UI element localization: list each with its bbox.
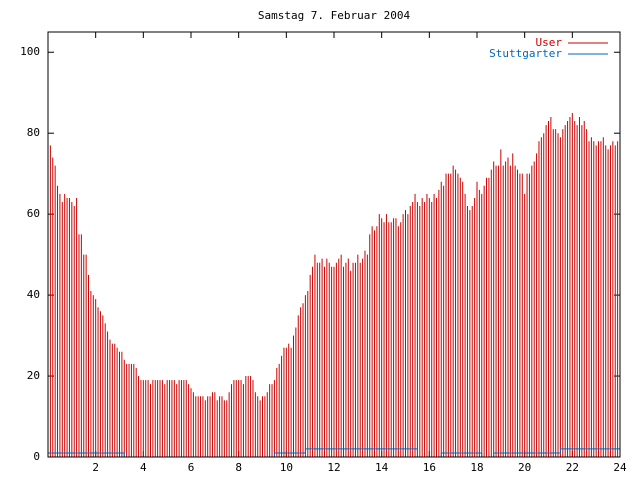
y-tick-label: 0 — [33, 450, 40, 463]
y-tick-label: 80 — [27, 126, 40, 139]
y-tick-label: 100 — [20, 45, 40, 58]
x-tick-label: 16 — [423, 461, 436, 474]
x-tick-label: 20 — [518, 461, 531, 474]
legend-label: User — [536, 36, 563, 49]
x-tick-label: 24 — [613, 461, 627, 474]
chart-title: Samstag 7. Februar 2004 — [258, 9, 411, 22]
x-tick-label: 6 — [188, 461, 195, 474]
x-tick-label: 10 — [280, 461, 293, 474]
x-tick-label: 2 — [92, 461, 99, 474]
x-tick-label: 4 — [140, 461, 147, 474]
x-tick-label: 14 — [375, 461, 389, 474]
x-tick-label: 22 — [566, 461, 579, 474]
legend-label: Stuttgarter — [489, 47, 562, 60]
y-tick-label: 40 — [27, 288, 40, 301]
x-tick-label: 18 — [470, 461, 483, 474]
y-tick-label: 60 — [27, 207, 40, 220]
plot-frame — [47, 31, 621, 458]
x-tick-label: 8 — [235, 461, 242, 474]
x-tick-label: 12 — [327, 461, 340, 474]
y-tick-label: 20 — [27, 369, 40, 382]
